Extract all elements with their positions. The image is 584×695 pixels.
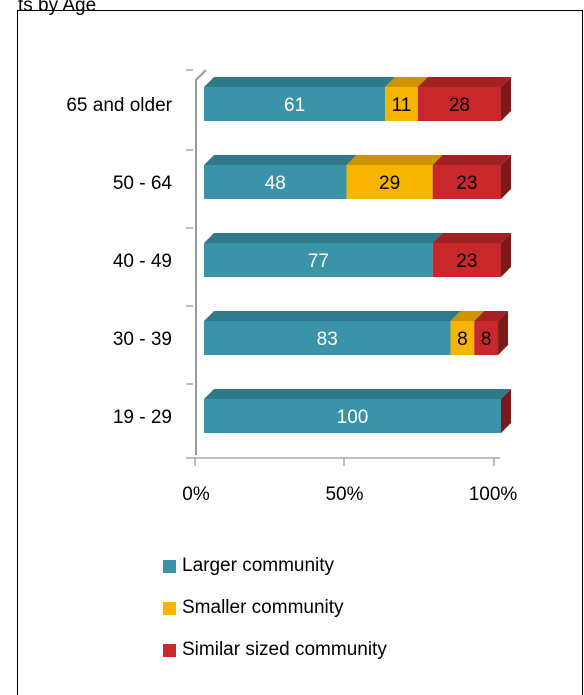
bar-top-face <box>432 233 511 243</box>
bar-segment <box>346 165 433 199</box>
category-label: 65 and older <box>66 95 172 116</box>
bar-top-face <box>204 233 443 243</box>
legend-item-similar: Similar sized community <box>163 638 387 662</box>
data-label: 61 <box>284 95 305 116</box>
legend-label-similar: Similar sized community <box>182 639 387 660</box>
bar-segment <box>204 165 347 199</box>
bar-segment <box>204 243 433 277</box>
bar-side-face <box>501 155 511 199</box>
bar-segment <box>204 399 501 433</box>
category-label: 40 - 49 <box>113 251 172 272</box>
bar-segment <box>432 165 501 199</box>
bar-side-face <box>501 77 511 121</box>
bar-top-face <box>204 389 511 399</box>
bar-top-face <box>385 77 428 87</box>
bar-top-face <box>346 155 443 165</box>
bar-top-face <box>450 311 485 321</box>
legend-item-smaller: Smaller community <box>163 596 344 620</box>
data-label: 11 <box>392 95 412 116</box>
category-label: 30 - 39 <box>113 329 172 350</box>
chart-frame: ts by Age <box>17 0 583 695</box>
legend-swatch-smaller <box>163 601 176 615</box>
bar-top-face <box>432 155 511 165</box>
bar-top-face <box>204 77 396 87</box>
data-label: 8 <box>481 329 492 350</box>
axis-wall <box>195 69 207 455</box>
bar-segment <box>204 321 451 355</box>
bar-side-face <box>501 233 511 277</box>
bar-segment <box>385 87 418 121</box>
bar-segment <box>417 87 501 121</box>
bar-top-face <box>417 77 511 87</box>
bar-side-face <box>498 311 509 355</box>
bar-segment <box>432 243 501 277</box>
x-tick-label: 100% <box>469 484 518 505</box>
legend-item-larger: Larger community <box>163 554 334 578</box>
x-tick-label: 50% <box>325 484 363 505</box>
data-label: 77 <box>308 251 329 272</box>
legend-label-larger: Larger community <box>182 555 335 576</box>
data-label: 23 <box>456 173 477 194</box>
category-label: 19 - 29 <box>113 407 172 428</box>
bar-side-face <box>501 389 511 433</box>
legend-swatch-larger <box>163 559 176 573</box>
data-label: 100 <box>337 407 369 428</box>
bar-top-face <box>474 311 509 321</box>
bar-top-face <box>204 155 357 165</box>
data-label: 83 <box>317 329 338 350</box>
category-label: 50 - 64 <box>113 173 173 194</box>
bar-segment <box>474 321 499 355</box>
data-label: 48 <box>265 173 286 194</box>
data-label: 8 <box>457 329 468 350</box>
data-label: 28 <box>449 95 470 116</box>
x-tick-label: 0% <box>182 484 210 505</box>
bar-segment <box>450 321 475 355</box>
legend-swatch-similar <box>163 643 176 657</box>
bar-segment <box>204 87 386 121</box>
legend-label-smaller: Smaller community <box>182 597 344 618</box>
data-label: 23 <box>456 251 477 272</box>
data-label: 29 <box>379 173 400 194</box>
chart-title: ts by Age <box>18 0 97 16</box>
bar-top-face <box>204 311 461 321</box>
